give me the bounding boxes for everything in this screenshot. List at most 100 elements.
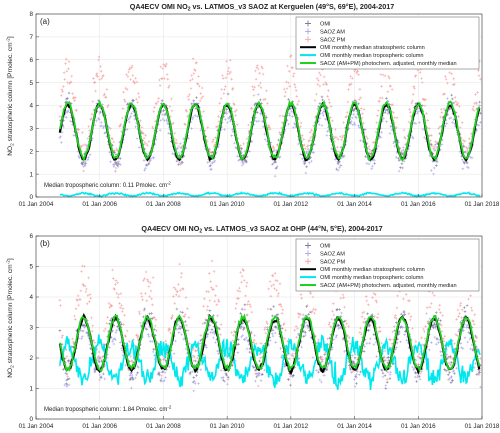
panel-b-point-omi — [359, 370, 362, 374]
panel-a-legend-label: SAOZ AM — [320, 29, 345, 35]
panel-a-point-saoz-pm — [429, 139, 432, 142]
panel-a-point-saoz-am — [338, 166, 341, 169]
panel-b-point-omi — [308, 310, 312, 314]
panel-a-point-saoz-pm — [427, 127, 431, 130]
panel-a-point-omi — [277, 138, 280, 142]
panel-a-point-saoz-pm — [416, 69, 420, 72]
panel-a-point-saoz-pm — [142, 132, 145, 135]
panel-a-point-saoz-pm — [219, 97, 223, 100]
panel-b-point-saoz-pm — [146, 278, 149, 282]
panel-a-point-omi — [162, 109, 165, 112]
panel-a-point-saoz-pm — [264, 114, 268, 118]
panel-b-point-saoz-am — [245, 336, 248, 340]
panel-a-point-saoz-pm — [197, 75, 200, 78]
panel-b-point-saoz-am — [430, 341, 433, 344]
panel-a-point-saoz-am — [371, 164, 374, 168]
panel-b-point-omi — [131, 377, 135, 381]
panel-b-point-omi — [62, 368, 65, 371]
panel-b-point-saoz-pm — [233, 320, 237, 324]
panel-a-point-saoz-am — [353, 123, 357, 127]
panel-a-point-saoz-pm — [164, 65, 167, 68]
panel-a-point-saoz-am — [78, 156, 81, 160]
panel-b-point-saoz-pm — [216, 314, 219, 318]
panel-a-point-saoz-am — [191, 115, 195, 119]
panel-a-point-saoz-am — [393, 144, 397, 148]
panel-a-point-omi — [81, 161, 85, 164]
panel-a-point-saoz-am — [452, 118, 456, 122]
panel-a-point-saoz-pm — [374, 130, 378, 134]
panel-a-point-saoz-am — [163, 119, 166, 122]
panel-a-point-omi — [190, 102, 193, 106]
panel-a-point-omi — [339, 164, 343, 167]
panel-a-point-saoz-pm — [259, 81, 262, 85]
panel-b-point-saoz-pm — [274, 279, 278, 282]
panel-b-point-saoz-am — [88, 343, 92, 346]
panel-b-point-saoz-pm — [416, 376, 419, 379]
panel-b-point-omi — [129, 377, 132, 380]
panel-b-point-saoz-am — [437, 341, 440, 344]
panel-b-point-saoz-pm — [421, 343, 425, 346]
panel-b-point-omi — [307, 313, 310, 316]
panel-b-point-saoz-pm — [344, 319, 348, 322]
panel-a-point-saoz-am — [210, 167, 213, 171]
panel-b-point-saoz-am — [212, 336, 215, 340]
panel-b-point-saoz-am — [335, 334, 338, 337]
panel-a-point-saoz-am — [416, 110, 420, 113]
panel-b-point-saoz-am — [365, 342, 369, 345]
panel-b-point-omi — [261, 373, 264, 376]
panel-a-point-saoz-pm — [163, 63, 167, 67]
panel-a-point-saoz-pm — [439, 107, 443, 111]
panel-a-point-saoz-pm — [380, 85, 383, 88]
panel-a-point-saoz-pm — [461, 142, 465, 146]
panel-b-point-saoz-pm — [243, 308, 247, 311]
panel-a-point-saoz-am — [128, 120, 131, 124]
panel-a-point-saoz-pm — [389, 84, 392, 88]
panel-a-point-saoz-pm — [268, 127, 272, 131]
panel-a-xticks: 01 Jan 2004 01 Jan 2006 01 Jan 2008 01 Jan … — [19, 194, 500, 208]
panel-b-point-saoz-am — [381, 375, 385, 379]
panel-b-point-saoz-pm — [91, 324, 95, 328]
panel-a-point-saoz-am — [444, 124, 447, 128]
panel-b-point-saoz-am — [64, 371, 67, 375]
panel-b-point-saoz-pm — [180, 271, 184, 275]
panel-b-point-saoz-pm — [169, 331, 172, 335]
panel-b-point-saoz-pm — [65, 355, 69, 358]
panel-b-point-saoz-pm — [470, 309, 474, 312]
panel-b-point-saoz-am — [219, 369, 223, 372]
panel-a-point-saoz-pm — [116, 165, 120, 168]
panel-b-point-omi — [396, 337, 399, 341]
panel-b-point-saoz-pm — [170, 316, 174, 319]
panel-a-point-saoz-pm — [317, 71, 321, 75]
panel-a-point-saoz-pm — [364, 135, 368, 138]
panel-a-point-saoz-pm — [302, 138, 306, 141]
panel-b-point-saoz-pm — [439, 323, 443, 327]
panel-b-point-saoz-am — [461, 347, 465, 350]
panel-b-point-omi — [225, 373, 228, 377]
panel-b-point-saoz-pm — [383, 349, 387, 353]
panel-a-point-saoz-pm — [170, 109, 174, 113]
panel-b-point-saoz-pm — [391, 330, 395, 334]
panel-a-ytick-label: 5 — [29, 80, 33, 87]
panel-a-point-omi — [177, 163, 180, 166]
panel-b-point-saoz-am — [197, 382, 200, 385]
panel-a-point-saoz-pm — [173, 131, 177, 135]
panel-b-point-saoz-pm — [206, 305, 210, 308]
panel-a-point-saoz-am — [384, 109, 388, 112]
panel-b-point-saoz-pm — [309, 292, 313, 295]
panel-a-point-saoz-pm — [114, 166, 118, 170]
panel-a-point-saoz-am — [476, 123, 479, 126]
panel-a-point-saoz-am — [434, 143, 437, 146]
panel-b-point-saoz-am — [343, 350, 346, 353]
panel-a-point-saoz-pm — [336, 145, 339, 149]
panel-b-point-saoz-pm — [247, 319, 251, 323]
panel-a-point-saoz-pm — [381, 73, 385, 77]
panel-a-point-saoz-pm — [66, 81, 69, 84]
panel-b-point-saoz-pm — [283, 337, 287, 340]
panel-a-point-saoz-am — [312, 151, 315, 154]
panel-b-point-saoz-am — [448, 377, 451, 381]
panel-a-point-saoz-am — [86, 158, 90, 162]
panel-a-point-saoz-am — [235, 146, 238, 150]
panel-b-point-saoz-am — [350, 354, 354, 357]
panel-a-point-saoz-am — [373, 158, 376, 162]
panel-b-point-saoz-am — [115, 328, 118, 332]
